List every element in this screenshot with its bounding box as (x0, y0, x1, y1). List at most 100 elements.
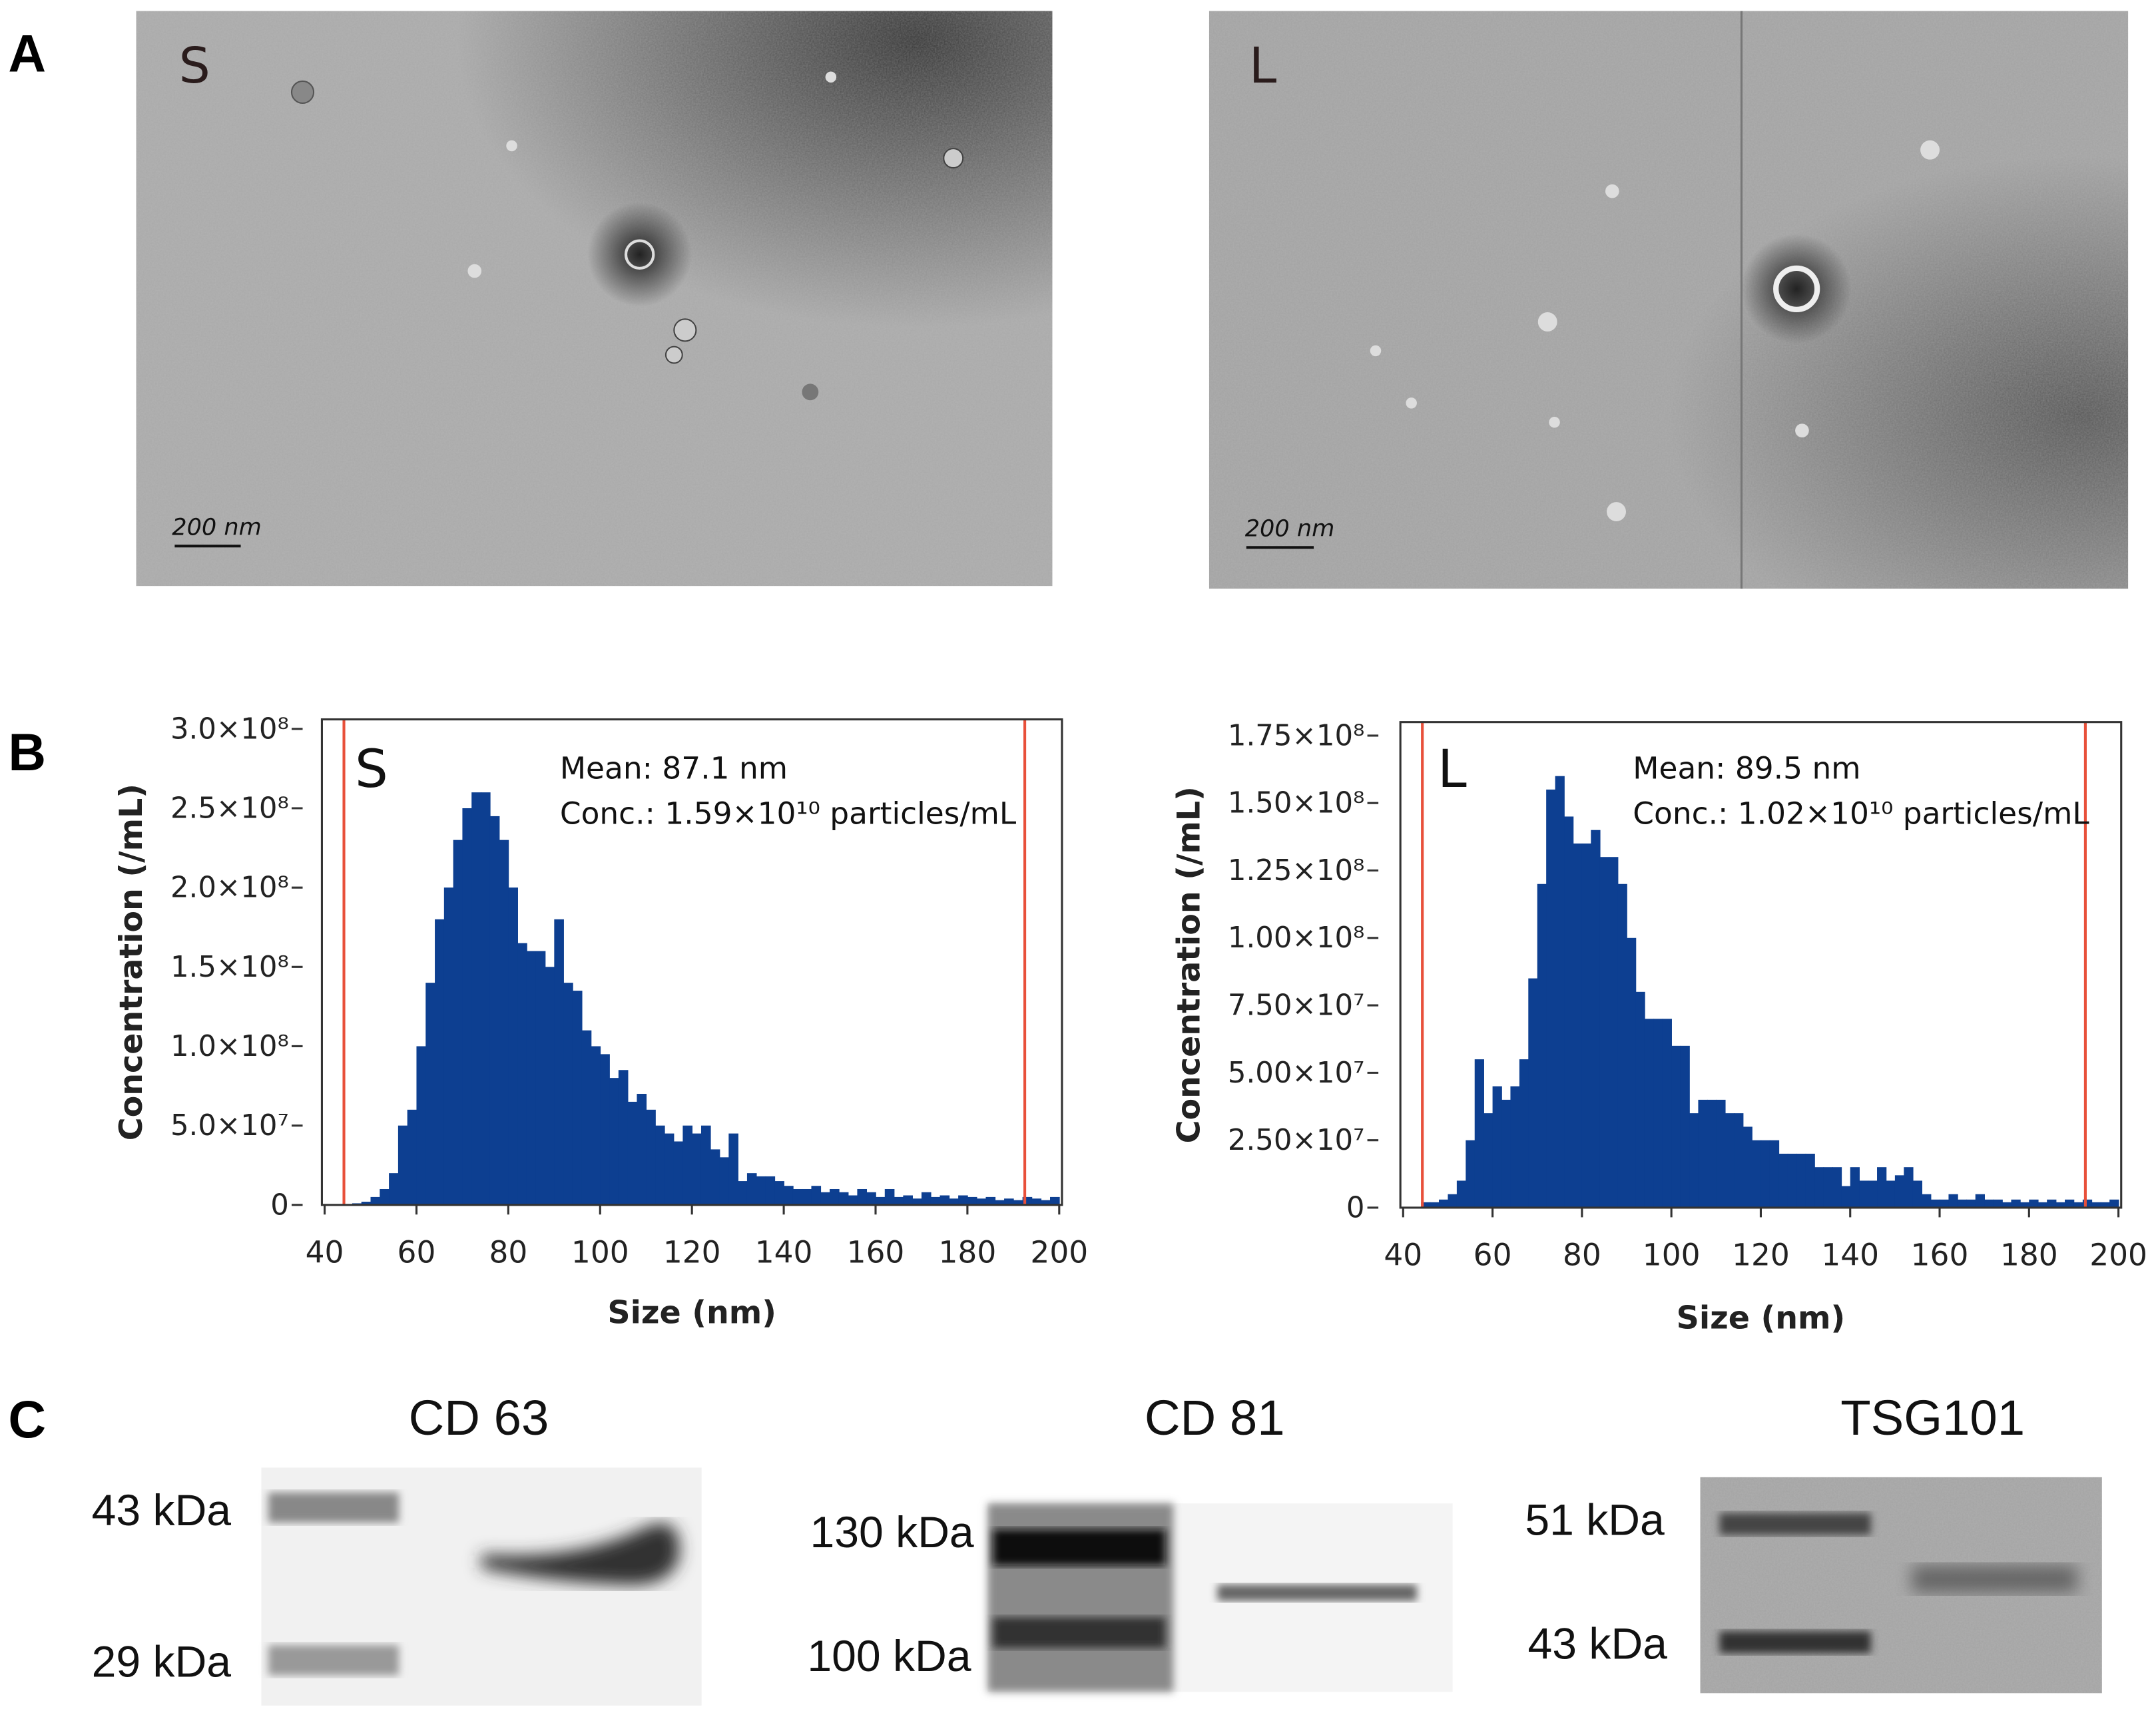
histogram-bar (2002, 1202, 2012, 1208)
histogram-bar (2037, 1202, 2047, 1208)
histogram-bar (416, 1046, 427, 1205)
annotation: Mean: 89.5 nm (1633, 750, 1860, 786)
histogram-bar (380, 1188, 390, 1205)
y-tick-label: 5.00×10⁷ (1228, 1057, 1365, 1090)
histogram-bar (517, 943, 527, 1205)
histogram-bar (489, 816, 500, 1205)
histogram-bar (792, 1188, 803, 1205)
histogram-bar (1886, 1180, 1896, 1208)
histogram-bar (1564, 816, 1574, 1208)
x-tick-label: 200 (1030, 1235, 1088, 1270)
histogram-bar (820, 1192, 830, 1205)
annotation: Mean: 87.1 nm (560, 750, 788, 786)
histogram-bar (591, 1046, 601, 1205)
histogram-bar (1984, 1199, 1994, 1208)
histogram-bar (774, 1181, 784, 1205)
histogram-bar (811, 1186, 822, 1205)
histogram-bar (618, 1070, 629, 1205)
histogram-bar (1948, 1194, 1958, 1208)
histogram-bar (1635, 991, 1645, 1208)
histogram-bar (535, 951, 546, 1205)
histogram-bar (1841, 1186, 1851, 1208)
y-tick-label: 1.0×10⁸ (170, 1030, 289, 1063)
histogram-bar (1689, 1113, 1699, 1208)
x-tick-label: 40 (1384, 1238, 1422, 1273)
y-tick-label: 2.50×10⁷ (1228, 1124, 1365, 1157)
histogram-bar (967, 1196, 977, 1205)
marker-label: 29 kDa (92, 1637, 232, 1686)
histogram-bar (830, 1188, 840, 1205)
histogram-bar (838, 1192, 849, 1205)
histogram-bar (499, 840, 509, 1205)
histogram-bar (600, 1054, 610, 1205)
annotation: L (1438, 738, 1467, 800)
histogram-bar (1743, 1126, 1752, 1208)
y-tick-label: 7.50×10⁷ (1228, 989, 1365, 1023)
histogram-bar (1022, 1196, 1033, 1205)
histogram-bar (875, 1196, 886, 1205)
x-tick-label: 180 (2000, 1238, 2058, 1273)
y-tick-label: 2.0×10⁸ (170, 871, 289, 905)
histogram-bar (930, 1196, 941, 1205)
histogram-bar (646, 1109, 656, 1205)
histogram-bar (664, 1133, 674, 1205)
marker-label: 130 kDa (810, 1508, 973, 1557)
histogram-bar (1662, 1019, 1672, 1208)
y-tick-label: 5.0×10⁷ (170, 1109, 289, 1142)
y-axis-label: Concentration (/mL) (113, 784, 150, 1140)
histogram-bar (1466, 1140, 1476, 1208)
histogram-bar (1859, 1180, 1869, 1208)
histogram-bar (572, 991, 583, 1205)
histogram-bar (995, 1200, 1005, 1205)
histogram-bar (1599, 857, 1609, 1208)
y-tick-label: 1.5×10⁸ (170, 951, 289, 984)
x-tick-label: 80 (1563, 1238, 1601, 1273)
y-tick-label: 1.50×10⁸ (1228, 787, 1365, 820)
histogram-bar (1805, 1153, 1815, 1208)
histogram-bar (1510, 1086, 1520, 1208)
x-tick-label: 140 (755, 1235, 813, 1270)
histogram-bar (1850, 1167, 1860, 1208)
histogram-bar (1474, 1059, 1484, 1208)
histogram-bar (545, 967, 555, 1205)
histogram-bar (361, 1202, 372, 1205)
histogram-bar (903, 1195, 913, 1205)
x-tick-label: 80 (489, 1235, 527, 1270)
y-tick-label: 0 (270, 1188, 289, 1222)
histogram-bar (949, 1198, 959, 1205)
histogram-bar (2109, 1199, 2119, 1208)
histogram-bar (756, 1176, 766, 1205)
histogram-bar (1644, 1019, 1655, 1208)
histogram-bar (554, 919, 564, 1205)
histogram-bar (407, 1109, 417, 1205)
blot (261, 1467, 702, 1706)
histogram-bar (2055, 1202, 2065, 1208)
image-label: L (1249, 37, 1277, 95)
tem-image (1209, 11, 2129, 589)
y-tick-label: 0 (1346, 1191, 1365, 1224)
histogram-bar (1868, 1180, 1878, 1208)
blot-title: TSG101 (1840, 1390, 2025, 1445)
histogram-bar (2091, 1202, 2101, 1208)
histogram-bar (2047, 1199, 2057, 1208)
histogram-bar (563, 983, 573, 1205)
histogram-bar (481, 792, 491, 1205)
x-tick-label: 100 (1643, 1238, 1701, 1273)
tem-image (136, 11, 1053, 587)
histogram-bar (985, 1196, 996, 1205)
blot-title: CD 63 (409, 1390, 549, 1445)
histogram-bar (1966, 1199, 1976, 1208)
histogram-bar (1752, 1140, 1762, 1208)
histogram-bar (1787, 1153, 1797, 1208)
x-tick-label: 60 (1474, 1238, 1512, 1273)
histogram-bar (1904, 1167, 1914, 1208)
histogram-bar (1769, 1140, 1780, 1208)
histogram-bar (1483, 1113, 1493, 1208)
histogram-bar (1832, 1167, 1842, 1208)
histogram-bar (1680, 1045, 1690, 1208)
histogram-bar (637, 1093, 647, 1205)
annotation: Conc.: 1.02×10¹⁰ particles/mL (1633, 796, 2089, 832)
histogram-bar (1573, 843, 1583, 1208)
histogram-bar (2020, 1202, 2030, 1208)
